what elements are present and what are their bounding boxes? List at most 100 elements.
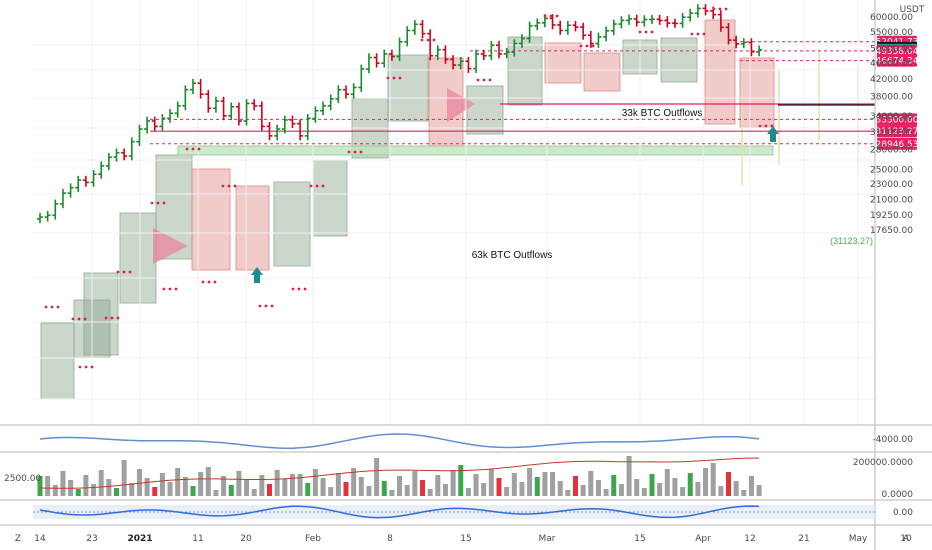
candle[interactable] — [243, 99, 250, 126]
candle[interactable] — [480, 49, 487, 61]
candle[interactable] — [90, 169, 97, 187]
candle[interactable] — [59, 188, 66, 209]
candle[interactable] — [465, 56, 472, 73]
candle[interactable] — [182, 85, 189, 111]
candle[interactable] — [473, 49, 480, 73]
candle[interactable] — [534, 18, 541, 31]
candle[interactable] — [297, 119, 304, 141]
candle[interactable] — [365, 53, 372, 74]
candle[interactable] — [350, 83, 357, 99]
candle[interactable] — [419, 20, 426, 39]
candle[interactable] — [151, 116, 158, 131]
candle[interactable] — [343, 85, 349, 99]
candle[interactable] — [67, 183, 74, 198]
price-level-label[interactable]: 31123.27 — [876, 125, 919, 138]
candle[interactable] — [656, 14, 663, 25]
candle[interactable] — [52, 199, 59, 220]
candle[interactable] — [411, 20, 418, 35]
candle[interactable] — [381, 49, 388, 68]
candle[interactable] — [312, 106, 319, 123]
candle[interactable] — [526, 21, 533, 43]
price-level-label[interactable]: 46674.34 — [876, 54, 919, 67]
candle[interactable] — [136, 124, 143, 147]
candle[interactable] — [37, 212, 43, 224]
candle[interactable] — [725, 23, 732, 45]
candle[interactable] — [503, 47, 510, 59]
candle[interactable] — [618, 16, 625, 29]
candle[interactable] — [289, 115, 296, 129]
candle[interactable] — [518, 34, 525, 48]
candle[interactable] — [450, 55, 457, 70]
candle[interactable] — [649, 14, 655, 24]
candle[interactable] — [228, 102, 235, 121]
candle[interactable] — [427, 29, 434, 61]
candle[interactable] — [167, 108, 174, 123]
candle[interactable] — [121, 148, 128, 161]
candle[interactable] — [320, 101, 327, 116]
candle[interactable] — [442, 45, 449, 64]
candle[interactable] — [587, 30, 594, 48]
candle[interactable] — [511, 39, 518, 57]
candle[interactable] — [105, 152, 112, 171]
candle[interactable] — [671, 18, 678, 28]
candle[interactable] — [212, 96, 219, 113]
candle[interactable] — [457, 56, 464, 70]
candle[interactable] — [82, 175, 89, 187]
candle[interactable] — [595, 32, 602, 48]
buy-arrow[interactable] — [767, 126, 779, 142]
candle[interactable] — [687, 8, 694, 22]
candle[interactable] — [274, 124, 281, 141]
candle[interactable] — [358, 64, 365, 92]
candle[interactable] — [633, 14, 640, 27]
candle[interactable] — [702, 4, 709, 16]
candle[interactable] — [664, 16, 671, 28]
candle[interactable] — [190, 78, 196, 95]
candle[interactable] — [603, 26, 610, 42]
candle[interactable] — [373, 53, 380, 68]
candle[interactable] — [748, 38, 755, 57]
candle[interactable] — [733, 35, 740, 49]
candle[interactable] — [197, 78, 204, 99]
candle[interactable] — [113, 148, 120, 162]
candle[interactable] — [235, 102, 242, 126]
candle[interactable] — [251, 99, 258, 111]
buy-arrow[interactable] — [251, 267, 263, 283]
candle[interactable] — [144, 116, 151, 134]
candle[interactable] — [717, 10, 724, 32]
price-level-label[interactable]: 33300.00 — [876, 113, 919, 126]
candle[interactable] — [626, 14, 633, 25]
price-level-label[interactable]: 28946.53 — [876, 137, 919, 150]
candle[interactable] — [220, 96, 227, 121]
candle[interactable] — [572, 20, 579, 32]
candle[interactable] — [174, 101, 181, 118]
candle[interactable] — [549, 14, 556, 30]
candle[interactable] — [396, 37, 403, 61]
candle[interactable] — [564, 20, 571, 35]
candle[interactable] — [756, 45, 763, 57]
candle[interactable] — [694, 4, 701, 18]
candle[interactable] — [679, 12, 686, 28]
price-level-label[interactable]: 49358.04 — [876, 44, 919, 57]
candle[interactable] — [44, 210, 51, 222]
candle[interactable] — [258, 101, 265, 131]
candle[interactable] — [281, 115, 288, 134]
candle[interactable] — [496, 40, 502, 59]
candle[interactable] — [159, 114, 166, 131]
candle[interactable] — [98, 161, 105, 179]
candle[interactable] — [75, 175, 82, 193]
candle[interactable] — [205, 89, 212, 113]
candle[interactable] — [327, 94, 334, 111]
candle[interactable] — [335, 85, 342, 104]
candle[interactable] — [488, 40, 495, 61]
candle[interactable] — [557, 20, 564, 35]
candle[interactable] — [404, 26, 411, 47]
candle[interactable] — [580, 22, 587, 40]
candle[interactable] — [128, 137, 135, 161]
candle[interactable] — [434, 45, 441, 61]
candle[interactable] — [610, 19, 617, 36]
candle[interactable] — [740, 38, 747, 49]
candle[interactable] — [641, 15, 648, 27]
candle[interactable] — [304, 114, 311, 141]
candle[interactable] — [388, 49, 395, 61]
